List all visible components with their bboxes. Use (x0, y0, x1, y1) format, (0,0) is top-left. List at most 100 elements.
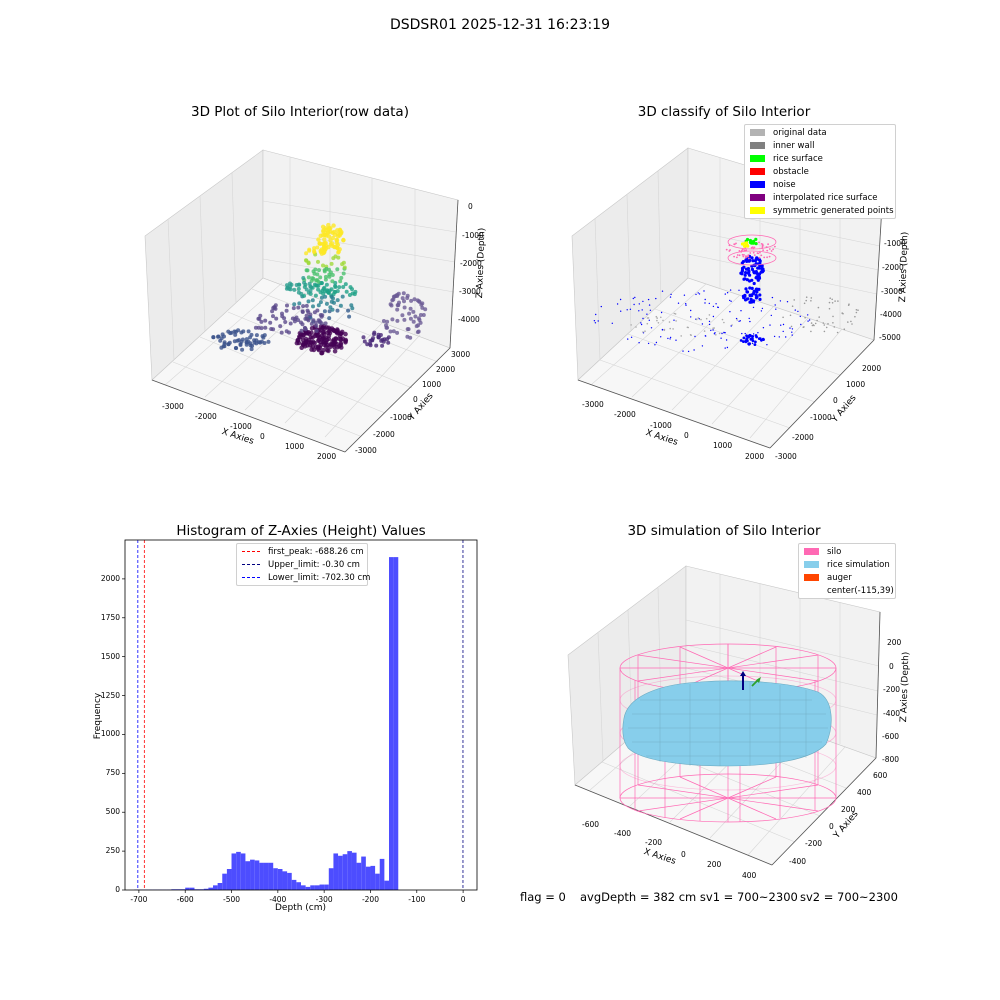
point (695, 293, 697, 296)
point (850, 320, 852, 323)
point (791, 305, 794, 308)
point (751, 339, 755, 343)
point (335, 267, 340, 272)
point (817, 306, 820, 309)
point (311, 304, 315, 309)
histogram-legend: first_peak: -688.26 cm Upper_limit: -0.3… (236, 543, 370, 586)
point (388, 329, 393, 334)
point (750, 278, 754, 282)
point (593, 320, 596, 322)
point (305, 268, 310, 273)
point (347, 293, 352, 297)
point (328, 238, 333, 243)
histogram-bar (287, 872, 292, 890)
point (791, 331, 793, 333)
point (249, 347, 254, 352)
point (848, 303, 850, 306)
point (333, 245, 338, 249)
sim-ytick: 600 (873, 771, 888, 780)
point (669, 296, 672, 298)
point (735, 242, 737, 245)
point (669, 336, 672, 339)
point (240, 347, 245, 352)
histogram-bar (185, 887, 190, 890)
point (756, 272, 760, 276)
point (320, 288, 325, 293)
rice-simulation-surface (622, 680, 832, 767)
point (330, 327, 336, 333)
point (770, 250, 773, 252)
point (805, 299, 807, 302)
histogram-bar (389, 557, 394, 890)
classify-xtick: 1000 (713, 441, 733, 450)
point (851, 323, 853, 325)
silo-ring (727, 234, 777, 250)
point (685, 303, 687, 305)
point (266, 339, 271, 344)
legend-swatch (750, 181, 765, 188)
raw-xtick: -1000 (230, 422, 252, 431)
point (733, 243, 736, 246)
point (774, 304, 776, 306)
point (810, 330, 812, 333)
point (216, 334, 221, 339)
point (353, 289, 358, 294)
point (762, 338, 765, 341)
point (743, 294, 747, 298)
point (315, 245, 320, 250)
point (810, 300, 812, 302)
point (736, 319, 738, 321)
raw-plot-title: 3D Plot of Silo Interior(row data) (191, 104, 409, 120)
point (300, 310, 305, 314)
point (698, 293, 701, 295)
point (646, 317, 649, 319)
point (332, 289, 337, 294)
point (385, 337, 390, 342)
raw-ztick: 0 (468, 202, 473, 211)
point (327, 226, 332, 231)
point (325, 343, 330, 348)
point (690, 316, 692, 318)
point (751, 259, 755, 263)
point (320, 330, 326, 335)
point (288, 321, 293, 326)
point (791, 334, 793, 336)
point (773, 335, 776, 338)
point (762, 327, 765, 329)
point (341, 260, 346, 265)
point (799, 315, 801, 318)
avg-depth-text: avgDepth = 382 cm sv1 = 700~2300 (580, 890, 798, 904)
histogram-ytick-label: 1000 (100, 729, 120, 739)
point (268, 320, 273, 325)
histogram-bar (291, 879, 297, 890)
point (327, 267, 331, 272)
point (244, 337, 249, 342)
histogram-bar (189, 887, 195, 890)
point (307, 281, 312, 286)
point (753, 254, 756, 256)
point (402, 305, 407, 310)
point (263, 325, 268, 330)
point (262, 341, 267, 345)
point (829, 297, 831, 300)
point (847, 321, 849, 323)
point (656, 319, 658, 322)
histogram-bar (301, 885, 306, 890)
point (660, 316, 662, 319)
point (405, 296, 410, 300)
raw-ztick: -1000 (462, 231, 484, 240)
point (313, 267, 318, 272)
point (758, 241, 760, 244)
point (319, 281, 324, 285)
point (808, 319, 811, 321)
point (262, 333, 267, 338)
point (319, 295, 324, 300)
point (761, 243, 764, 246)
sim-ytick: 0 (829, 822, 834, 831)
point (769, 324, 771, 326)
point (805, 296, 808, 299)
histogram-bar (319, 884, 325, 890)
point (649, 309, 652, 311)
point (748, 333, 752, 337)
